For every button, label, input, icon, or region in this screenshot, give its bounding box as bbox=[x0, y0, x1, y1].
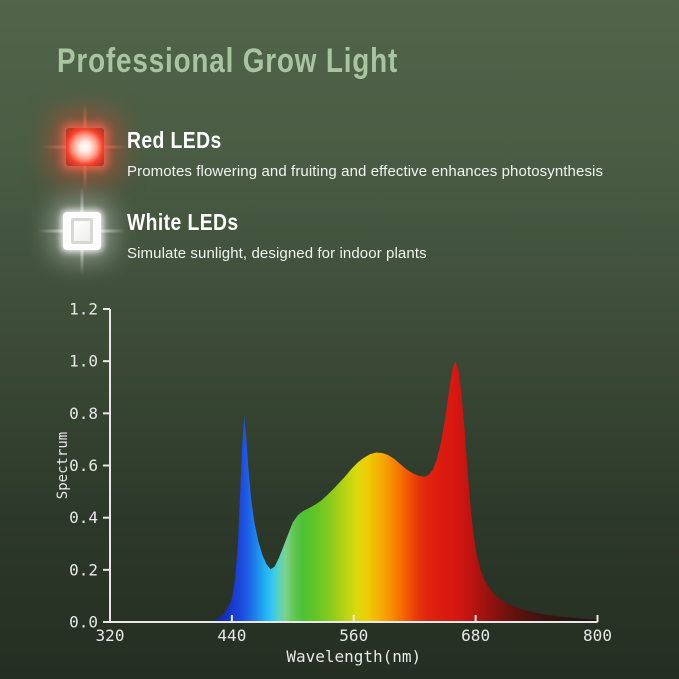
feature-description-white: Simulate sunlight, designed for indoor p… bbox=[127, 245, 427, 262]
x-tick-label: 320 bbox=[96, 626, 125, 645]
x-tick-label: 560 bbox=[339, 626, 368, 645]
y-axis-label: Spectrum bbox=[55, 432, 71, 499]
spectrum-area-series bbox=[209, 361, 598, 622]
y-tick-label: 1.2 bbox=[69, 300, 98, 319]
y-tick-label: 0.6 bbox=[69, 456, 98, 475]
y-tick-label: 0.2 bbox=[69, 560, 98, 579]
x-tick-label: 680 bbox=[461, 626, 490, 645]
white-led-chip bbox=[63, 212, 101, 250]
feature-heading-white: White LEDs bbox=[127, 209, 239, 235]
feature-heading-red: Red LEDs bbox=[127, 127, 222, 153]
feature-description-red: Promotes flowering and fruiting and effe… bbox=[127, 163, 604, 180]
x-tick-label: 800 bbox=[583, 626, 612, 645]
y-tick-label: 1.0 bbox=[69, 352, 98, 371]
red-led-chip bbox=[66, 128, 104, 166]
y-tick-label: 0.0 bbox=[69, 613, 98, 632]
page-title: Professional Grow Light bbox=[57, 42, 399, 80]
x-tick-label: 440 bbox=[217, 626, 246, 645]
x-axis-label: Wavelength(nm) bbox=[286, 647, 421, 666]
y-tick-label: 0.8 bbox=[69, 404, 98, 423]
y-tick-label: 0.4 bbox=[69, 508, 98, 527]
